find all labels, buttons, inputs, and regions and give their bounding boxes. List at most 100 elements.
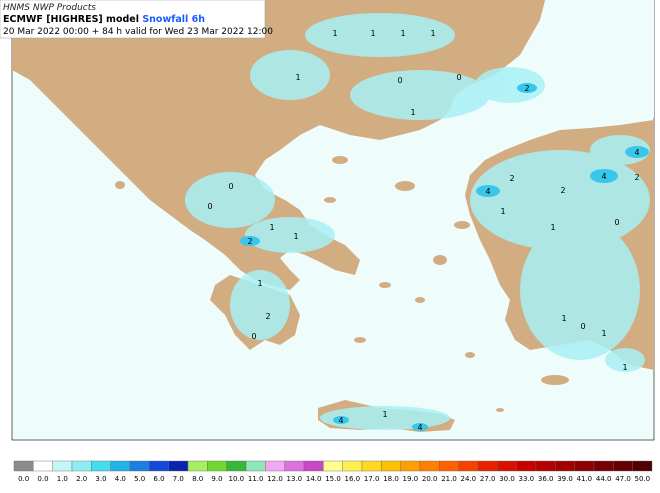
legend-label: 11.0 (248, 475, 264, 483)
header-line: HNMS NWP Products (3, 3, 96, 13)
legend-label: 0.0 (37, 475, 48, 483)
legend-swatch (265, 460, 285, 472)
map-label: 2 (524, 84, 529, 93)
legend-swatch (632, 460, 653, 472)
legend-label: 4.0 (115, 475, 126, 483)
model: ECMWF [HIGHRES] model (3, 14, 139, 25)
map-label: 1 (269, 223, 274, 232)
map-label: 0 (456, 73, 461, 82)
map-label: 1 (561, 314, 566, 323)
header-model: ECMWF [HIGHRES] model Snowfall 6h (3, 14, 205, 25)
snow-areas (185, 13, 650, 430)
legend-swatch (33, 460, 53, 472)
legend-label: 8.0 (192, 475, 203, 483)
legend-label: 36.0 (538, 475, 554, 483)
legend-label: 27.0 (480, 475, 496, 483)
header-box: HNMS NWP Products ECMWF [HIGHRES] model … (0, 0, 273, 39)
legend-label: 19.0 (403, 475, 419, 483)
legend-swatch (91, 460, 111, 472)
legend-swatch (187, 460, 208, 472)
map-label: 0 (614, 218, 619, 227)
map-label: 0 (207, 202, 212, 211)
map-label: 1 (257, 279, 262, 288)
map-label: 1 (382, 410, 387, 419)
map-label: 4 (417, 423, 422, 432)
legend-label: 9.0 (211, 475, 222, 483)
map-label: 0 (251, 332, 256, 341)
legend: 0.0 0.0 1.0 2.0 3.0 4.0 5.0 6.0 7.0 8.0 9.0 10.0 11.… (13, 460, 653, 483)
map-label: 2 (265, 312, 270, 321)
legend-label: 14.0 (306, 475, 322, 483)
map-label: 1 (410, 108, 415, 117)
header-validity: 20 Mar 2022 00:00 + 84 h valid for Wed 2… (3, 27, 273, 37)
legend-label: 18.0 (383, 475, 399, 483)
header-bg (0, 0, 266, 39)
map-label: 1 (550, 223, 555, 232)
legend-swatch (477, 460, 498, 472)
legend-label: 44.0 (596, 475, 612, 483)
legend-label: 33.0 (519, 475, 535, 483)
legend-swatch (226, 460, 247, 472)
legend-label: 50.0 (635, 475, 651, 483)
map-label: 2 (509, 174, 514, 183)
map-label: 1 (332, 29, 337, 38)
legend-swatch (381, 460, 401, 472)
islands (115, 156, 569, 412)
legend-swatch (52, 460, 73, 472)
legend-label: 16.0 (345, 475, 361, 483)
legend-label: 30.0 (499, 475, 515, 483)
map-label: 1 (601, 329, 606, 338)
legend-swatch (245, 460, 266, 472)
map-label: 2 (560, 186, 565, 195)
map-label: 1 (370, 29, 375, 38)
legend-swatch (303, 460, 324, 472)
legend-label: 6.0 (153, 475, 164, 483)
legend-label: 5.0 (134, 475, 145, 483)
legend-swatch (342, 460, 363, 472)
legend-swatch (497, 460, 517, 472)
map-label: 0 (397, 76, 402, 85)
legend-swatch (129, 460, 150, 472)
legend-label: 2.0 (76, 475, 87, 483)
map-label: 0 (580, 322, 585, 331)
map-label: 1 (622, 363, 627, 372)
legend-label: 3.0 (95, 475, 106, 483)
legend-swatch (168, 460, 189, 472)
legend-label: 47.0 (615, 475, 631, 483)
legend-label: 20.0 (422, 475, 438, 483)
product: Snowfall 6h (142, 14, 205, 25)
map-label: 2 (247, 237, 252, 246)
legend-label: 24.0 (461, 475, 477, 483)
legend-label: 10.0 (229, 475, 245, 483)
legend-swatch (574, 460, 595, 472)
legend-swatch (110, 460, 131, 472)
legend-swatch (439, 460, 459, 472)
legend-swatch (13, 460, 34, 472)
legend-label: 13.0 (287, 475, 303, 483)
legend-swatch (535, 460, 556, 472)
legend-label: 15.0 (325, 475, 341, 483)
legend-label: 17.0 (364, 475, 380, 483)
legend-swatch (555, 460, 575, 472)
map-label: 1 (430, 29, 435, 38)
legend-swatch (613, 460, 633, 472)
map-label: 4 (485, 187, 490, 196)
legend-label: 39.0 (557, 475, 573, 483)
legend-swatch (284, 460, 305, 472)
map-label: 4 (338, 416, 343, 425)
legend-swatch (516, 460, 537, 472)
map-label: 1 (500, 207, 505, 216)
legend-swatch (71, 460, 92, 472)
legend-swatch (149, 460, 169, 472)
legend-swatch (400, 460, 421, 472)
legend-swatch (361, 460, 382, 472)
map: 1 1 1 1 1 0 0 1 2 0 0 1 2 1 2 2 2 4 4 4 1 1 0 1 2 0 1 0 1 1 1 4 4 (11, 0, 655, 441)
legend-swatch (458, 460, 479, 472)
map-labels: 1 1 1 1 1 0 0 1 2 0 0 1 2 1 2 2 2 4 4 4 1 1 0 1 2 0 1 0 1 1 1 4 4 (207, 29, 639, 432)
legend-label: 21.0 (441, 475, 457, 483)
legend-label: 1.0 (57, 475, 68, 483)
legend-swatch (323, 460, 343, 472)
legend-label: 0.0 (18, 475, 29, 483)
map-label: 1 (293, 232, 298, 241)
